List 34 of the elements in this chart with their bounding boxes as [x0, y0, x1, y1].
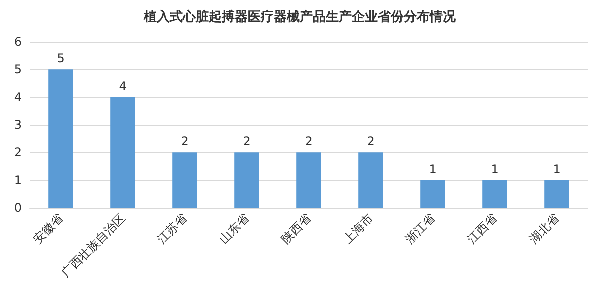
chart-title: 植入式心脏起搏器医疗器械产品生产企业省份分布情况 — [143, 9, 457, 25]
x-tick-label: 上海市 — [340, 211, 376, 246]
bar — [544, 180, 570, 208]
y-tick-label: 3 — [14, 118, 22, 132]
y-tick-label: 4 — [14, 90, 22, 104]
y-tick-label: 1 — [14, 173, 22, 188]
y-tick-label: 2 — [14, 146, 22, 160]
bar — [172, 152, 198, 208]
bar — [48, 70, 74, 208]
x-tick-label: 湖北省 — [526, 211, 562, 246]
bar — [482, 180, 508, 208]
data-label: 1 — [429, 162, 437, 176]
y-tick-label: 6 — [14, 35, 22, 49]
x-tick-label: 江西省 — [464, 211, 500, 246]
data-label: 2 — [367, 134, 375, 149]
data-label: 2 — [305, 134, 313, 149]
data-label: 1 — [491, 162, 499, 176]
data-label: 2 — [181, 134, 189, 149]
bar — [234, 152, 260, 208]
x-tick-label: 陕西省 — [278, 211, 314, 246]
x-tick-label: 安徽省 — [30, 211, 66, 246]
x-tick-label: 浙江省 — [402, 211, 438, 246]
x-tick-label: 山东省 — [216, 211, 252, 246]
bar — [110, 97, 136, 208]
data-label: 1 — [553, 162, 561, 176]
y-tick-label: 0 — [14, 201, 22, 215]
bar — [420, 180, 446, 208]
data-label: 2 — [243, 134, 251, 149]
bar — [358, 152, 384, 208]
data-label: 4 — [119, 79, 127, 94]
y-tick-label: 5 — [14, 62, 22, 77]
x-tick-label: 江苏省 — [154, 211, 190, 246]
data-label: 5 — [57, 52, 65, 66]
bar — [296, 152, 322, 208]
